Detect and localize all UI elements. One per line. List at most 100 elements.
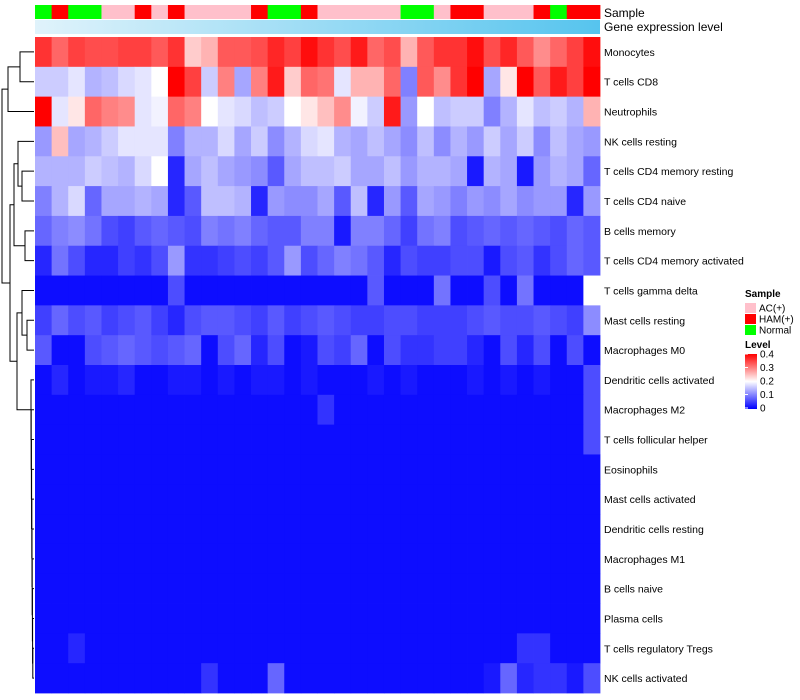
- heatmap-cell: [101, 365, 119, 396]
- heatmap-cell: [500, 305, 518, 336]
- dendrogram-branch: [1, 88, 10, 284]
- heatmap-cell: [234, 573, 252, 604]
- sample-annotation-cell: [184, 5, 202, 19]
- heatmap-cell: [84, 573, 102, 604]
- heatmap-cell: [566, 186, 584, 217]
- heatmap-cell: [151, 335, 169, 366]
- heatmap-cell: [500, 573, 518, 604]
- heatmap-cell: [533, 424, 551, 455]
- heatmap-cell: [467, 573, 485, 604]
- heatmap-cell: [450, 245, 468, 276]
- row-label: Eosinophils: [604, 464, 658, 476]
- heatmap-cell: [500, 484, 518, 515]
- heatmap-cell: [251, 454, 269, 485]
- heatmap-cell: [317, 603, 335, 634]
- heatmap-cell: [217, 603, 235, 634]
- heatmap-cell: [433, 335, 451, 366]
- heatmap-cell: [533, 156, 551, 187]
- heatmap-cell: [433, 275, 451, 306]
- heatmap-cell: [201, 186, 219, 217]
- heatmap-cell: [284, 186, 302, 217]
- heatmap-cell: [550, 484, 568, 515]
- heatmap-cell: [300, 66, 318, 98]
- heatmap-cell: [184, 245, 202, 276]
- heatmap-cell: [583, 633, 601, 664]
- heatmap-cell: [433, 66, 451, 98]
- heatmap-cell: [433, 663, 451, 694]
- heatmap-cell: [51, 663, 69, 694]
- heatmap-cell: [267, 335, 285, 366]
- heatmap-cell: [467, 514, 485, 545]
- heatmap-cell: [467, 96, 485, 127]
- heatmap-cell: [334, 454, 352, 485]
- heatmap-cell: [367, 37, 385, 68]
- heatmap-cell: [267, 514, 285, 545]
- heatmap-cell: [267, 633, 285, 664]
- heatmap-cell: [251, 573, 269, 604]
- heatmap-cell: [217, 245, 235, 276]
- heatmap-cell: [500, 454, 518, 485]
- heatmap-cell: [134, 663, 152, 694]
- sample-annotation-cell: [35, 5, 53, 19]
- heatmap-cell: [84, 275, 102, 306]
- heatmap-cell: [566, 96, 584, 127]
- heatmap-cell: [118, 335, 136, 366]
- heatmap-cell: [84, 394, 102, 426]
- row-label: Dendritic cells activated: [604, 375, 714, 387]
- heatmap-cell: [51, 37, 69, 68]
- heatmap-cell: [500, 275, 518, 306]
- heatmap-cell: [350, 245, 368, 276]
- heatmap-cell: [433, 186, 451, 217]
- heatmap-cell: [51, 514, 69, 545]
- level-tick-label: 0.4: [760, 350, 774, 361]
- heatmap-cell: [533, 245, 551, 276]
- heatmap-cell: [550, 573, 568, 604]
- heatmap-cell: [533, 275, 551, 306]
- heatmap-cell: [516, 365, 534, 396]
- heatmap-cell: [500, 37, 518, 68]
- heatmap-cell: [467, 365, 485, 396]
- heatmap-cell: [583, 245, 601, 276]
- heatmap-cell: [367, 215, 385, 247]
- heatmap-cell: [533, 126, 551, 157]
- sample-legend-swatch: [745, 325, 756, 335]
- heatmap-cell: [101, 573, 119, 604]
- heatmap-cell: [417, 484, 435, 515]
- heatmap-cell: [450, 603, 468, 634]
- sample-annotation-cell: [251, 5, 269, 19]
- sample-annotation-cell: [400, 5, 418, 19]
- heatmap-cell: [284, 66, 302, 98]
- heatmap-cell: [317, 543, 335, 575]
- heatmap-cell: [234, 394, 252, 426]
- heatmap-cell: [350, 156, 368, 187]
- row-label: T cells follicular helper: [604, 435, 708, 447]
- heatmap-cell: [118, 126, 136, 157]
- heatmap-cell: [51, 96, 69, 127]
- heatmap-cell: [467, 126, 485, 157]
- heatmap-cell: [134, 96, 152, 127]
- heatmap-cell: [84, 66, 102, 98]
- legend: Sample AC(+)HAM(+)Normal Level 0.4 0.3 0.2…: [745, 289, 794, 415]
- heatmap-cell: [51, 186, 69, 217]
- heatmap-cell: [35, 37, 53, 68]
- heatmap-cell: [167, 66, 185, 98]
- row-label: B cells memory: [604, 226, 677, 238]
- heatmap-cell: [483, 573, 501, 604]
- heatmap-cell: [184, 96, 202, 127]
- heatmap-cell: [433, 633, 451, 664]
- heatmap-cell: [167, 543, 185, 575]
- heatmap-cell: [317, 186, 335, 217]
- heatmap-cell: [367, 305, 385, 336]
- heatmap-cell: [350, 305, 368, 336]
- heatmap-cell: [118, 454, 136, 485]
- heatmap-cell: [234, 126, 252, 157]
- heatmap-cell: [450, 186, 468, 217]
- heatmap-cell: [450, 543, 468, 575]
- heatmap-cell: [383, 663, 401, 694]
- heatmap-cell: [300, 156, 318, 187]
- heatmap-cell: [201, 365, 219, 396]
- heatmap-cell: [284, 96, 302, 127]
- row-label: T cells CD8: [604, 77, 658, 89]
- heatmap-cell: [550, 335, 568, 366]
- heatmap-cell: [334, 484, 352, 515]
